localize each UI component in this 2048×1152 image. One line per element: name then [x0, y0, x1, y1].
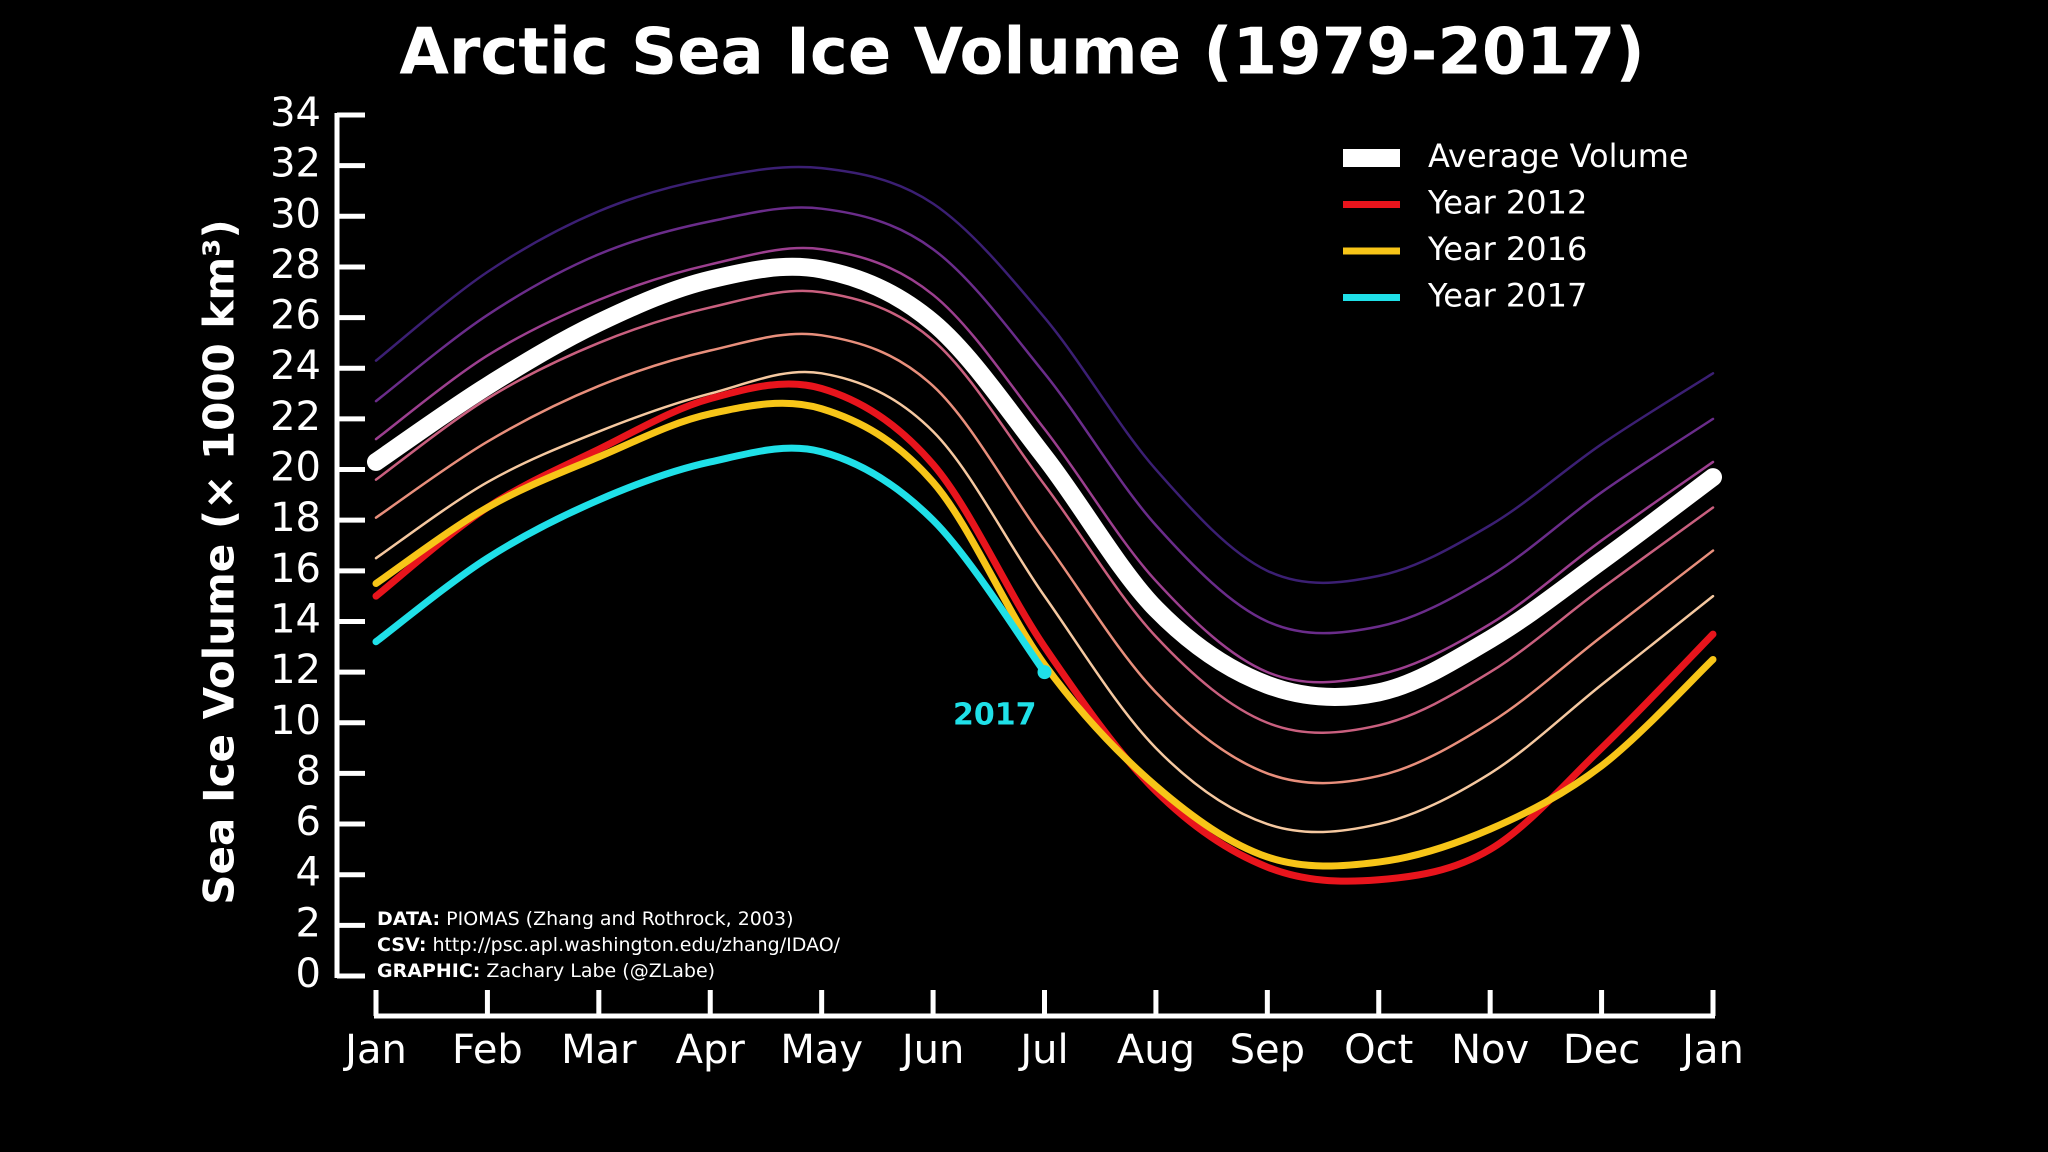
- credit-line: DATA: PIOMAS (Zhang and Rothrock, 2003): [377, 908, 793, 930]
- credit-text: PIOMAS (Zhang and Rothrock, 2003): [446, 908, 793, 930]
- y-tick-label: 32: [270, 141, 321, 187]
- x-tick-label: Nov: [1451, 1027, 1529, 1073]
- credit-text: Zachary Labe (@ZLabe): [486, 960, 715, 982]
- year-line: [374, 332, 1715, 785]
- year-line: [374, 246, 1715, 684]
- legend: Average Volume Year 2012 Year 2016 Year 201…: [1343, 137, 1689, 315]
- credit-line: GRAPHIC: Zachary Labe (@ZLabe): [377, 960, 715, 982]
- y-tick-label: 24: [270, 343, 321, 389]
- x-tick-label: Jan: [342, 1027, 407, 1073]
- legend-label: Average Volume: [1428, 137, 1689, 175]
- year-line: [374, 165, 1715, 585]
- year-line: [374, 289, 1715, 734]
- x-tick-label: Dec: [1563, 1027, 1640, 1073]
- credits: DATA: PIOMAS (Zhang and Rothrock, 2003) CS…: [377, 908, 841, 982]
- y-tick-label: 12: [270, 647, 321, 693]
- series-line: [367, 257, 1722, 706]
- credit-label: GRAPHIC:: [377, 960, 480, 982]
- year-line: [374, 206, 1715, 635]
- series-line: [372, 380, 1717, 885]
- y-tick-label: 6: [296, 799, 321, 845]
- x-tick-label: Jul: [1017, 1027, 1068, 1073]
- x-tick-label: Jun: [899, 1027, 965, 1073]
- y-tick-label: 28: [270, 242, 321, 288]
- series-line: [372, 399, 1717, 870]
- y-tick-label: 2: [296, 900, 321, 946]
- lines: 2017: [367, 165, 1722, 885]
- end-point: [1037, 665, 1052, 680]
- year-line: [374, 370, 1715, 834]
- chart-title: Arctic Sea Ice Volume (1979-2017): [399, 16, 1644, 90]
- x-tick-label: Aug: [1117, 1027, 1195, 1073]
- legend-label: Year 2016: [1427, 230, 1587, 268]
- x-tick-label: Mar: [561, 1027, 637, 1073]
- y-tick-label: 0: [296, 951, 321, 997]
- y-tick-label: 4: [296, 850, 321, 896]
- x-tick-label: May: [780, 1027, 863, 1073]
- series-line: [372, 444, 1048, 676]
- y-tick-label: 22: [270, 394, 321, 440]
- credit-label: CSV:: [377, 934, 426, 956]
- y-tick-label: 10: [270, 698, 321, 744]
- credit-line: CSV: http://psc.apl.washington.edu/zhang/…: [377, 934, 841, 956]
- x-tick-label: Apr: [676, 1027, 746, 1073]
- y-tick-label: 20: [270, 445, 321, 491]
- x-tick-label: Feb: [452, 1027, 523, 1073]
- legend-label: Year 2017: [1427, 277, 1587, 315]
- legend-label: Year 2012: [1427, 184, 1587, 222]
- y-tick-label: 8: [296, 748, 321, 794]
- y-tick-label: 30: [270, 191, 321, 237]
- x-tick-label: Sep: [1230, 1027, 1305, 1073]
- y-tick-label: 14: [270, 596, 321, 642]
- y-axis-label: Sea Ice Volume (× 1000 km³): [195, 219, 244, 904]
- y-tick-label: 34: [270, 90, 321, 136]
- y-tick-label: 18: [270, 495, 321, 541]
- y-tick-label: 26: [270, 293, 321, 339]
- y-tick-label: 16: [270, 546, 321, 592]
- x-tick-label: Jan: [1679, 1027, 1744, 1073]
- x-tick-label: Oct: [1344, 1027, 1413, 1073]
- credit-text: http://psc.apl.washington.edu/zhang/IDAO…: [432, 934, 840, 956]
- credit-label: DATA:: [377, 908, 440, 930]
- annotation: 2017: [953, 698, 1037, 733]
